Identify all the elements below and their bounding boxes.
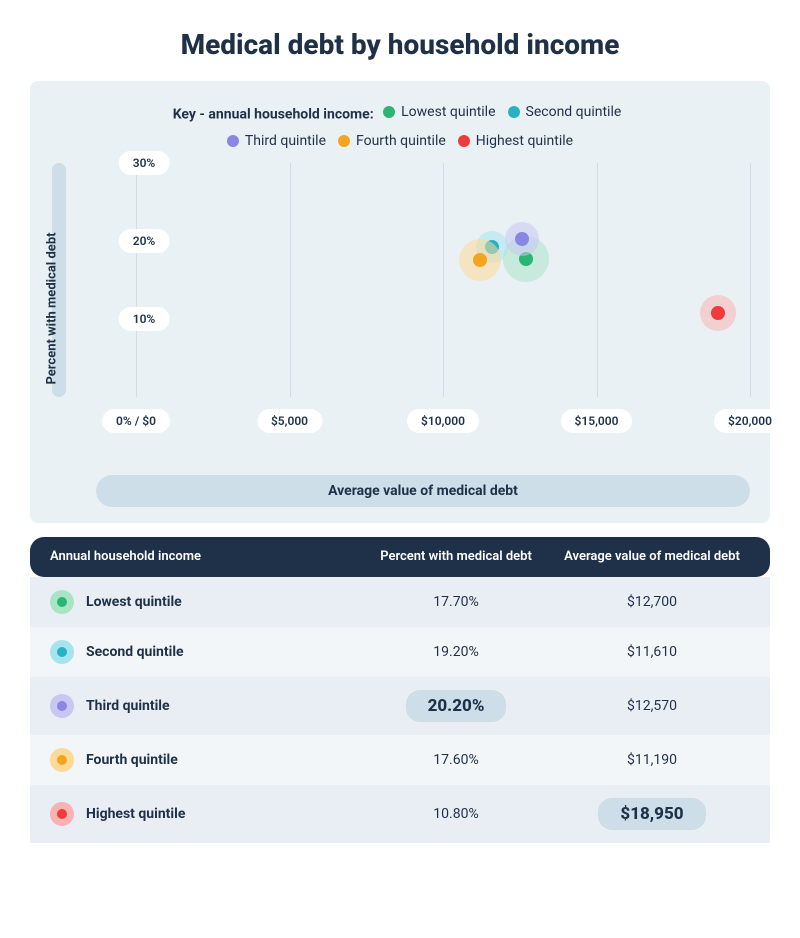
- row-percent: 20.20%: [358, 690, 554, 722]
- row-name: Lowest quintile: [86, 594, 182, 610]
- legend-item: Second quintile: [508, 99, 622, 126]
- row-name: Highest quintile: [86, 806, 185, 822]
- x-tick-label: $10,000: [407, 409, 479, 433]
- data-point: [700, 295, 736, 331]
- row-dot-icon: [50, 802, 74, 826]
- table-row: Third quintile 20.20%$12,570: [30, 677, 770, 735]
- table-header: Annual household income Percent with med…: [30, 537, 770, 577]
- row-percent: 19.20%: [358, 644, 554, 660]
- row-name: Second quintile: [86, 644, 184, 660]
- legend-dot-icon: [508, 106, 520, 118]
- legend-title: Key - annual household income:: [173, 106, 374, 122]
- legend-item: Fourth quintile: [338, 128, 446, 155]
- legend-dot-icon: [458, 135, 470, 147]
- row-dot-icon: [50, 748, 74, 772]
- legend-item-label: Second quintile: [526, 99, 622, 126]
- legend-item-label: Highest quintile: [476, 128, 573, 155]
- row-avg: $11,190: [554, 752, 750, 768]
- row-avg: $18,950: [554, 798, 750, 830]
- legend-dot-icon: [383, 106, 395, 118]
- y-axis-label: Percent with medical debt: [45, 232, 60, 384]
- legend-item: Lowest quintile: [383, 99, 495, 126]
- legend-dot-icon: [227, 135, 239, 147]
- table-col-income: Annual household income: [50, 549, 358, 564]
- legend-item-label: Fourth quintile: [356, 128, 446, 155]
- legend-item: Highest quintile: [458, 128, 573, 155]
- gridline: [597, 163, 598, 397]
- row-percent: 17.60%: [358, 752, 554, 768]
- row-dot-icon: [50, 640, 74, 664]
- table-col-avg: Average value of medical debt: [554, 549, 750, 565]
- y-tick-label: 20%: [119, 229, 170, 253]
- row-dot-icon: [50, 590, 74, 614]
- table-col-percent: Percent with medical debt: [358, 549, 554, 565]
- row-percent: 10.80%: [358, 806, 554, 822]
- x-tick-label: $15,000: [561, 409, 633, 433]
- y-tick-label: 10%: [119, 307, 170, 331]
- row-avg: $12,700: [554, 594, 750, 610]
- x-tick-label: $20,000: [714, 409, 786, 433]
- gridline: [136, 163, 137, 397]
- row-avg: $11,610: [554, 644, 750, 660]
- row-name: Third quintile: [86, 698, 170, 714]
- gridline: [290, 163, 291, 397]
- data-point: [459, 239, 501, 281]
- x-tick-label: $5,000: [257, 409, 322, 433]
- scatter-chart: Percent with medical debt 0% / $0$5,000$…: [96, 163, 750, 463]
- row-name: Fourth quintile: [86, 752, 178, 768]
- page-title: Medical debt by household income: [30, 28, 770, 61]
- table-row: Lowest quintile 17.70%$12,700: [30, 577, 770, 627]
- x-tick-label: 0% / $0: [102, 409, 170, 433]
- legend-item-label: Lowest quintile: [401, 99, 495, 126]
- chart-legend: Key - annual household income: Lowest qu…: [50, 99, 750, 157]
- y-tick-label: 30%: [119, 151, 170, 175]
- gridline: [443, 163, 444, 397]
- data-table: Annual household income Percent with med…: [30, 537, 770, 843]
- row-avg: $12,570: [554, 698, 750, 714]
- table-row: Highest quintile 10.80%$18,950: [30, 785, 770, 843]
- gridline: [750, 163, 751, 397]
- x-axis-label: Average value of medical debt: [96, 475, 750, 507]
- legend-item-label: Third quintile: [245, 128, 326, 155]
- legend-item: Third quintile: [227, 128, 326, 155]
- table-row: Second quintile 19.20%$11,610: [30, 627, 770, 677]
- table-row: Fourth quintile 17.60%$11,190: [30, 735, 770, 785]
- data-point: [505, 222, 539, 256]
- chart-card: Key - annual household income: Lowest qu…: [30, 81, 770, 523]
- row-percent: 17.70%: [358, 594, 554, 610]
- legend-dot-icon: [338, 135, 350, 147]
- row-dot-icon: [50, 694, 74, 718]
